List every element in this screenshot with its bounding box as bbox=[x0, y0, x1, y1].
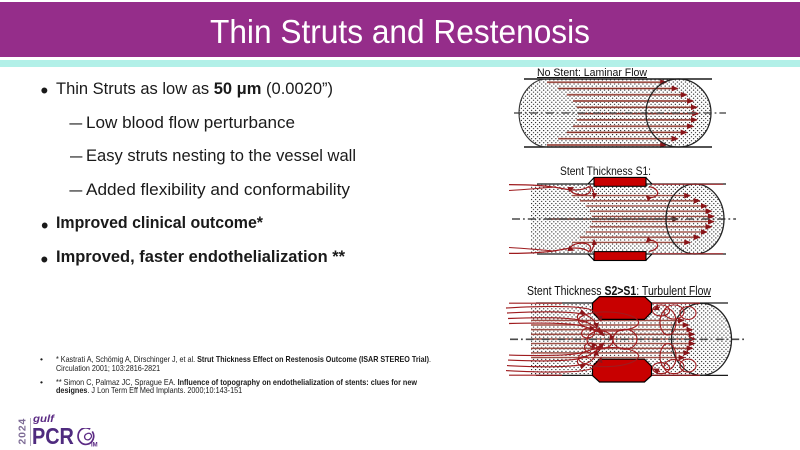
svg-text:IM: IM bbox=[91, 443, 98, 449]
